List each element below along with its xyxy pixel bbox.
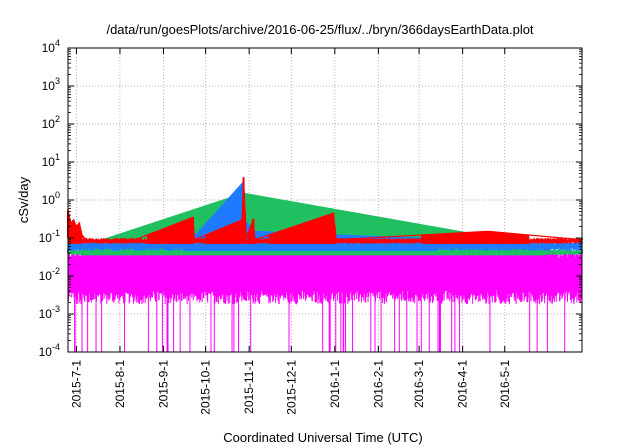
y-tick-label: 10-1 — [39, 228, 60, 245]
grid — [68, 48, 582, 352]
x-tick-label: 2016-3-1 — [412, 360, 426, 408]
y-tick-label: 100 — [42, 190, 60, 207]
x-tick-label: 2015-8-1 — [113, 360, 127, 408]
x-tick-label: 2016-2-1 — [371, 360, 385, 408]
x-tick-label: 2015-12-1 — [284, 360, 298, 415]
y-tick-label: 104 — [42, 38, 60, 55]
y-tick-label: 102 — [42, 114, 60, 131]
x-axis: 2015-7-1 2015-8-1 2015-9-1 2015-10-1 2015-11… — [69, 48, 512, 415]
x-tick-label: 2015-11-1 — [242, 360, 256, 414]
x-tick-label: 2016-4-1 — [456, 360, 470, 408]
series-envelope — [67, 180, 583, 242]
y-tick-label: 103 — [42, 76, 60, 93]
x-tick-label: 2015-10-1 — [199, 360, 213, 415]
y-tick-label: 10-3 — [39, 304, 60, 321]
y-axis: 10-4 10-3 10-2 10-1 100 101 102 103 104 — [39, 38, 582, 359]
x-tick-label: 2016-5-1 — [498, 360, 512, 408]
x-tick-label: 2016-1-1 — [328, 360, 342, 408]
y-tick-label: 101 — [42, 152, 60, 169]
y-tick-label: 10-2 — [39, 266, 60, 283]
x-tick-label: 2015-9-1 — [156, 360, 170, 408]
x-tick-label: 2015-7-1 — [69, 360, 83, 408]
y-axis-label: cSv/day — [16, 176, 31, 223]
y-tick-label: 10-4 — [39, 342, 60, 359]
chart-title: /data/run/goesPlots/archive/2016-06-25/f… — [106, 22, 533, 37]
plot-area — [67, 177, 583, 352]
x-axis-label: Coordinated Universal Time (UTC) — [223, 430, 422, 445]
